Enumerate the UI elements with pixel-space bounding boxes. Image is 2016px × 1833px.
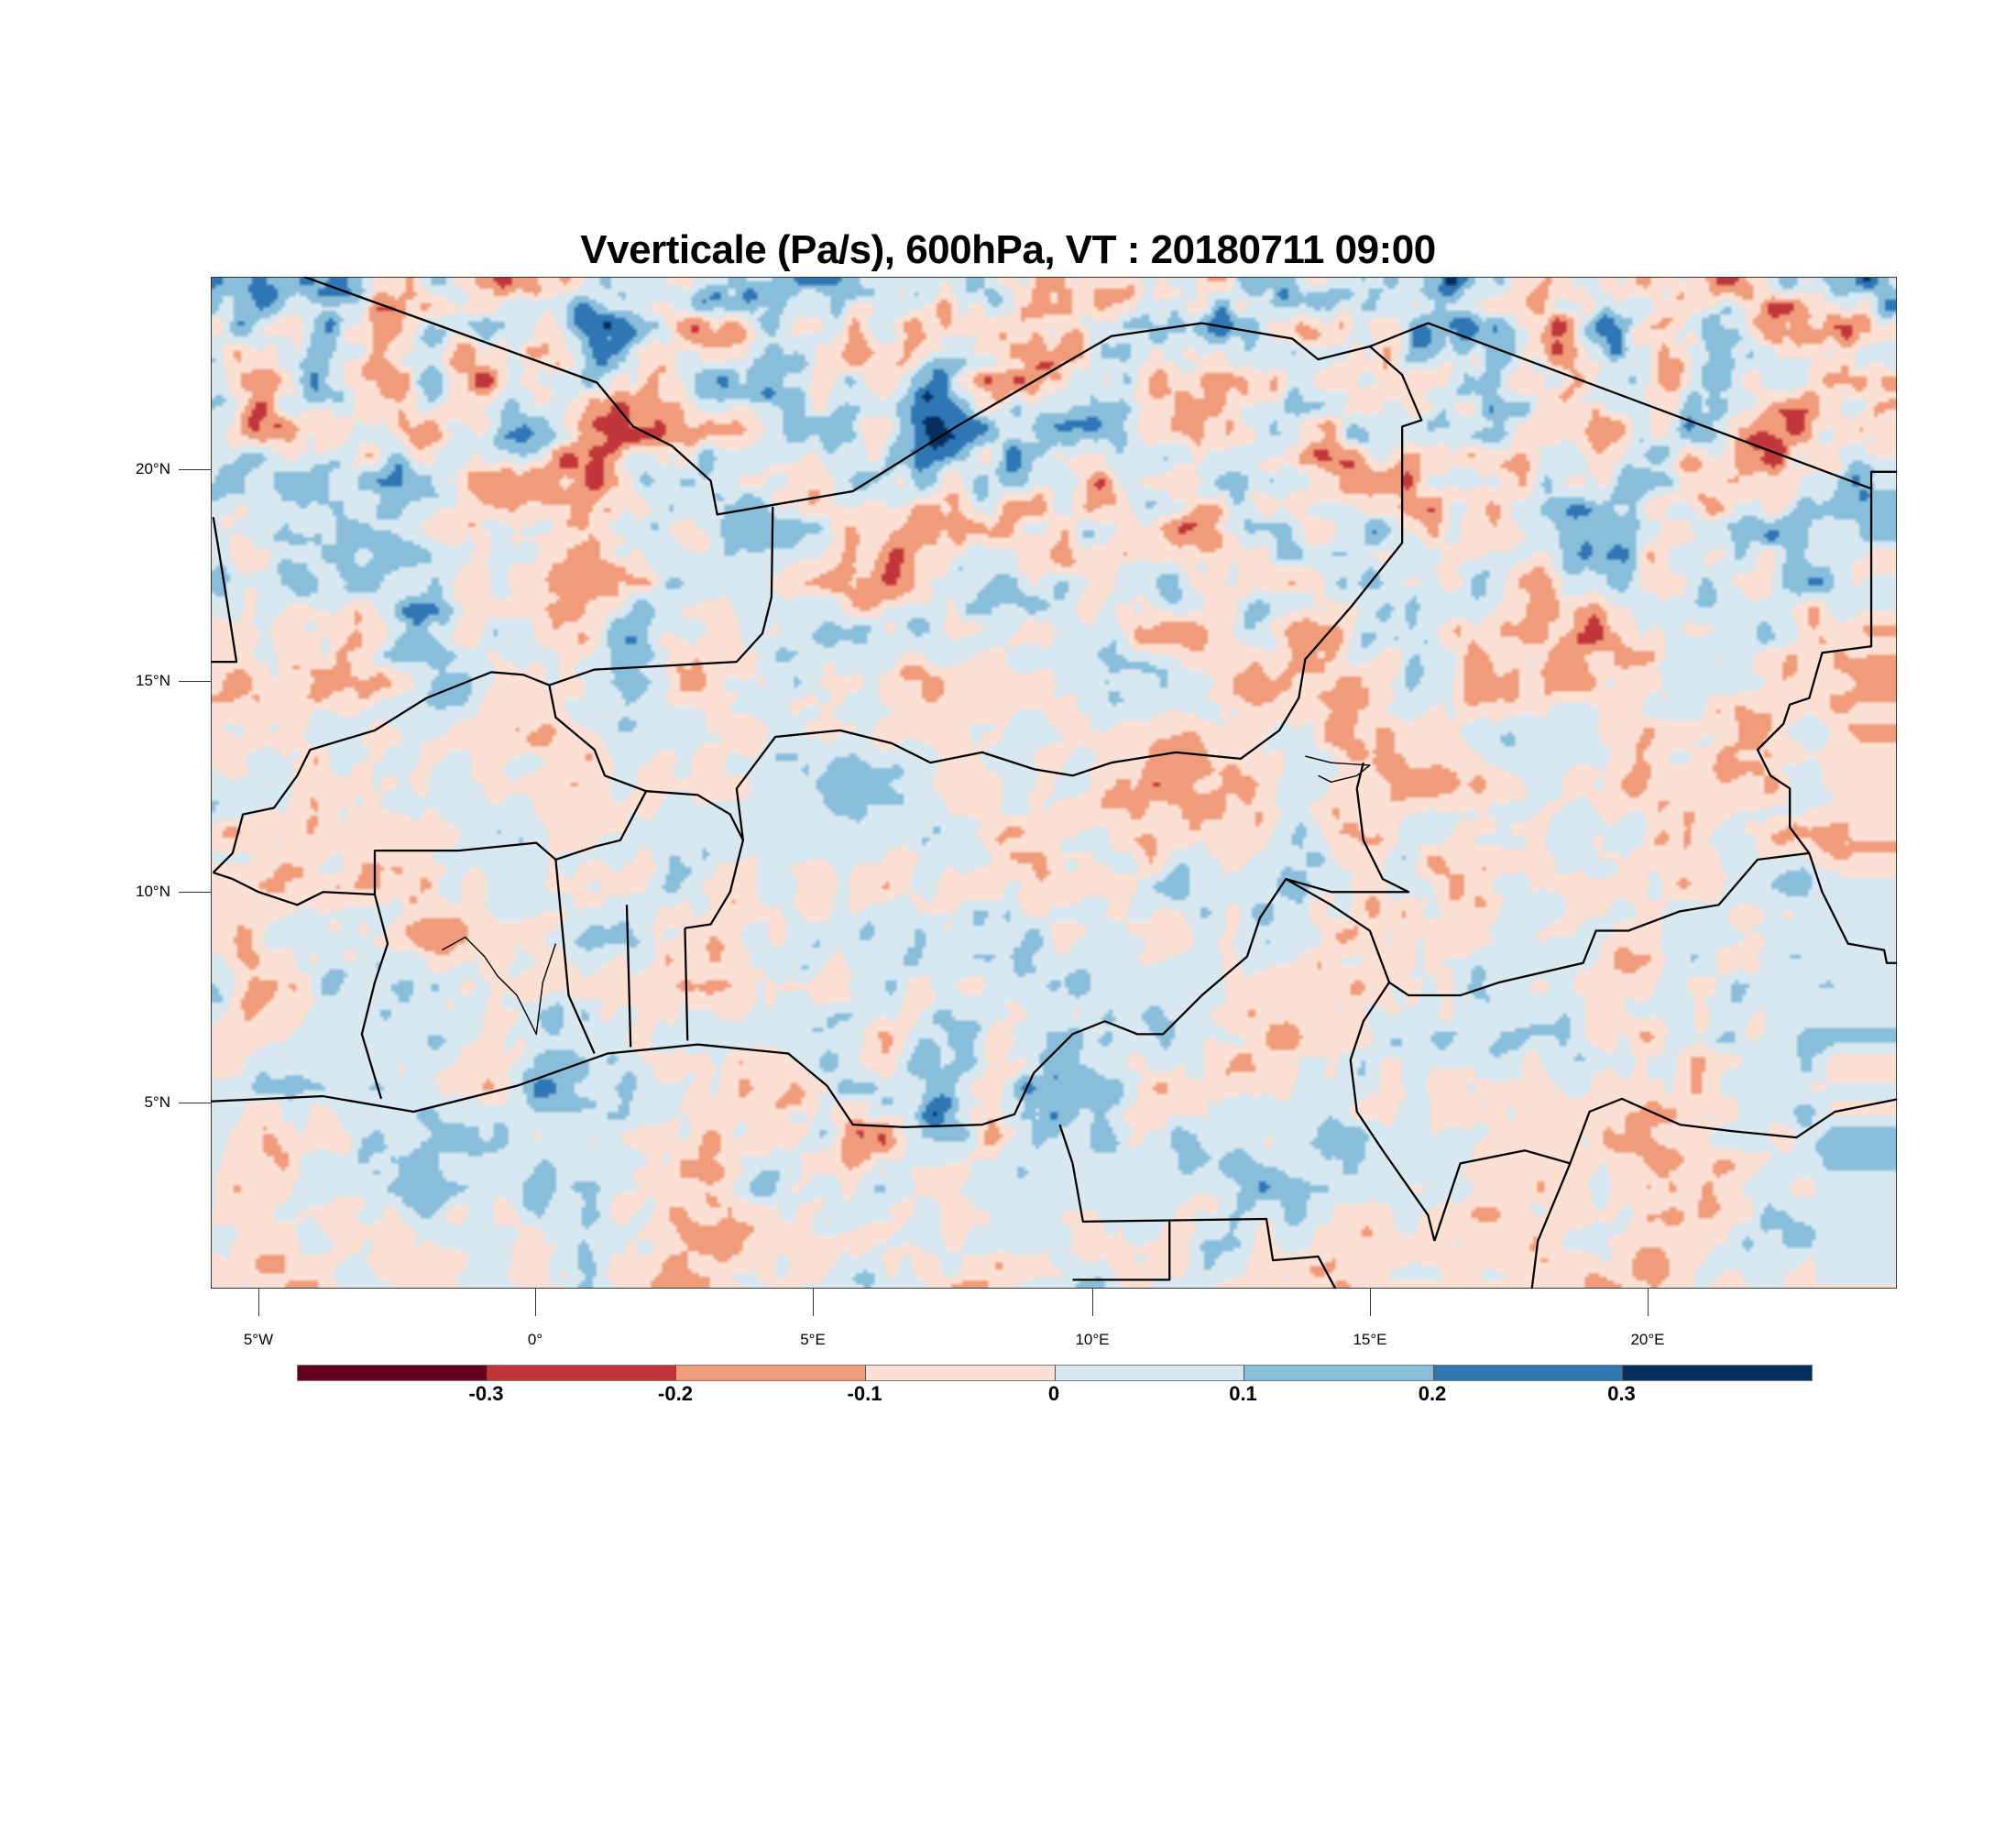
- chart-title: Vverticale (Pa/s), 600hPa, VT : 20180711…: [580, 227, 1436, 272]
- colorbar-bin: [487, 1366, 677, 1380]
- colorbar-label: -0.3: [468, 1382, 504, 1405]
- y-tick-label: 20°N: [136, 460, 170, 477]
- x-tick: [1648, 1289, 1649, 1316]
- colorbar-bin: [1433, 1366, 1624, 1380]
- colorbar-label: 0.1: [1229, 1382, 1257, 1405]
- colorbar-label: -0.1: [847, 1382, 882, 1405]
- colorbar-bin: [865, 1366, 1056, 1380]
- y-tick: [179, 681, 211, 682]
- x-tick: [813, 1289, 814, 1316]
- y-tick-label: 15°N: [136, 672, 170, 689]
- y-tick: [179, 892, 211, 893]
- colorbar-bin: [676, 1366, 866, 1380]
- y-tick-label: 10°N: [136, 883, 170, 900]
- colorbar-bin: [1623, 1366, 1812, 1380]
- colorbar-label: 0.2: [1418, 1382, 1447, 1405]
- x-tick: [1092, 1289, 1093, 1316]
- colorbar-bin: [1055, 1366, 1245, 1380]
- colorbar-label: -0.2: [658, 1382, 693, 1405]
- colorbar-label: 0.3: [1607, 1382, 1636, 1405]
- x-tick-label: 5°E: [800, 1331, 826, 1348]
- vertical-velocity-field: [212, 278, 1896, 1288]
- map-plot-area: [211, 277, 1897, 1289]
- x-tick-label: 15°E: [1353, 1331, 1387, 1348]
- colorbar-bin: [298, 1366, 488, 1380]
- x-tick: [1370, 1289, 1371, 1316]
- colorbar: [297, 1365, 1813, 1381]
- x-tick: [535, 1289, 536, 1316]
- x-tick-label: 5°W: [243, 1331, 274, 1348]
- colorbar-bin: [1244, 1366, 1434, 1380]
- x-tick-label: 0°: [527, 1331, 543, 1348]
- y-tick-label: 5°N: [144, 1093, 170, 1111]
- x-tick-label: 10°E: [1075, 1331, 1110, 1348]
- x-tick-label: 20°E: [1630, 1331, 1665, 1348]
- colorbar-label: 0: [1047, 1382, 1060, 1405]
- y-tick: [179, 469, 211, 470]
- x-tick: [258, 1289, 259, 1316]
